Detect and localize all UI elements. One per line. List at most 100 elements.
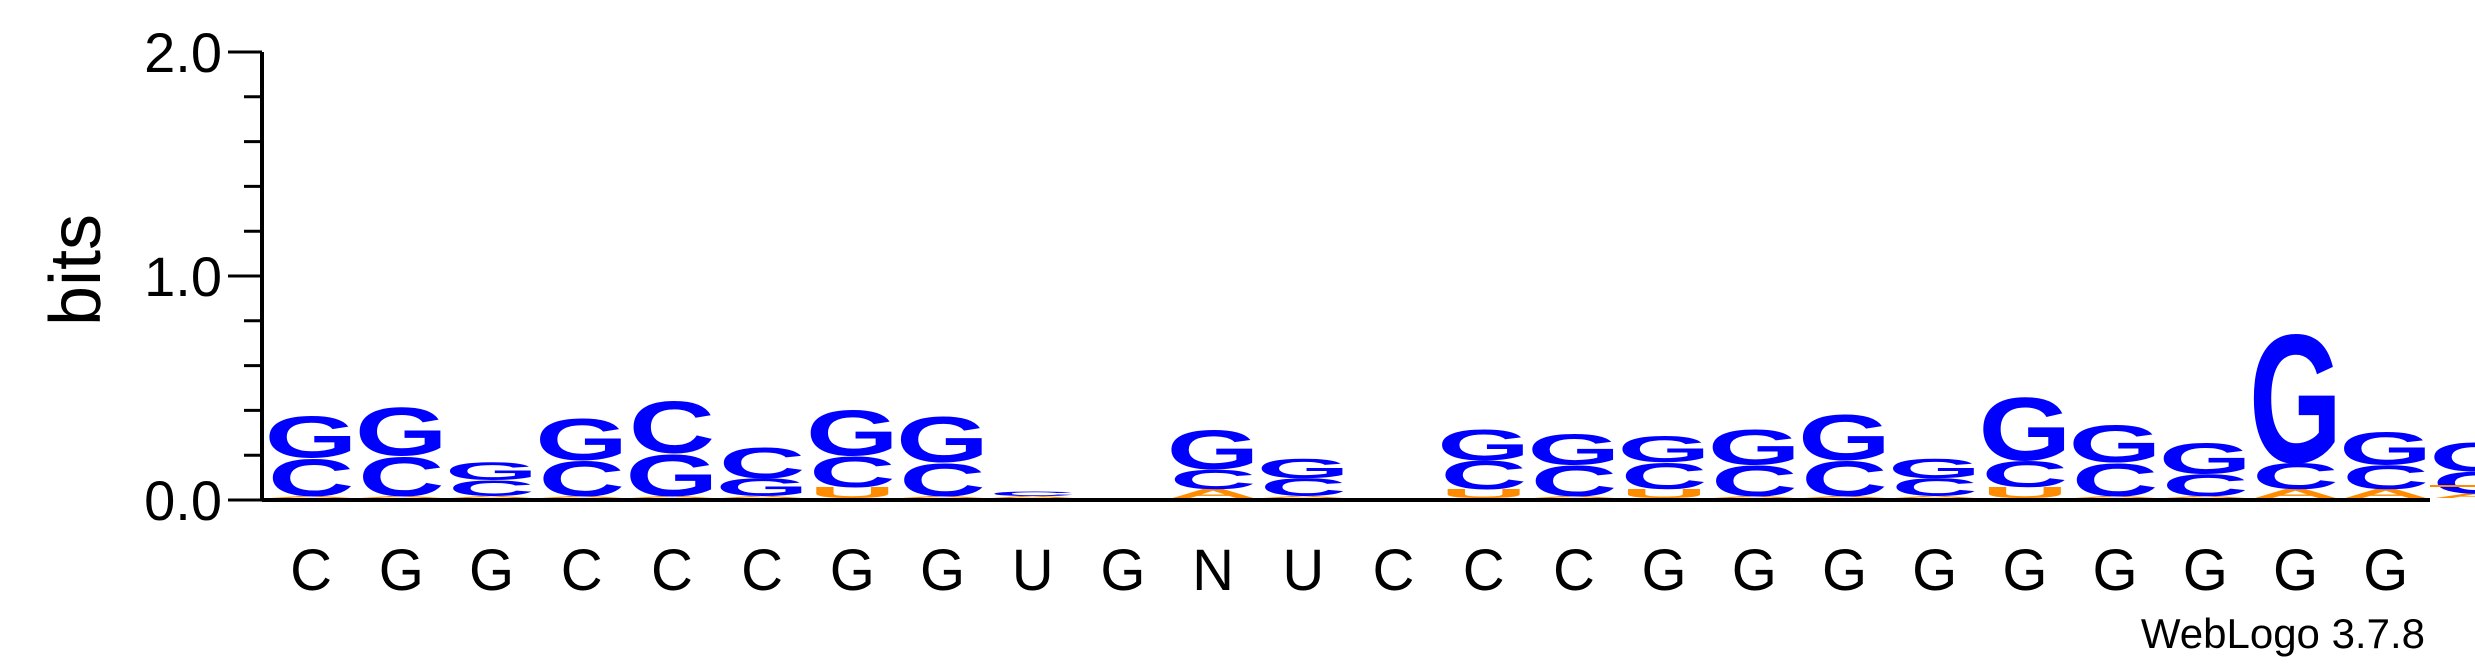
- logo-letter-A: A: [538, 495, 624, 498]
- logo-letter-C: C: [989, 490, 1075, 497]
- logo-letter-U: U: [809, 484, 895, 501]
- logo-stack: UCG: [1437, 421, 1530, 501]
- x-tick-label: G: [2363, 538, 2408, 603]
- y-axis-label: bits: [36, 214, 116, 326]
- logo-letter-C: C: [629, 387, 715, 470]
- logo-stack: ACG: [265, 405, 358, 507]
- logo-letter-C: C: [719, 439, 805, 488]
- logo-letter-A: A: [1801, 495, 1887, 498]
- x-tick-label: G: [1822, 538, 1867, 603]
- logo-letter-G: G: [1888, 453, 1981, 484]
- logo-letter-C: C: [809, 448, 895, 497]
- y-tick-label: 2.0: [144, 21, 222, 84]
- logo-letter-C: C: [1440, 452, 1526, 497]
- logo-letter-A: A: [358, 495, 444, 498]
- logo-letter-C: C: [448, 476, 534, 500]
- x-tick-label: U: [1012, 538, 1054, 603]
- logo-letter-A: A: [448, 495, 534, 498]
- logo-stack: AC: [989, 490, 1075, 499]
- x-tick-label: C: [1463, 538, 1505, 603]
- logo-stack: ACG: [535, 407, 628, 506]
- logo-stack: AGC: [716, 439, 809, 502]
- logo-letter-A: A: [1260, 495, 1346, 498]
- x-tick-label: G: [1732, 538, 1777, 603]
- logo-letter-G: G: [2339, 423, 2432, 475]
- logo-letter-G: G: [2429, 434, 2475, 479]
- logo-letter-A: A: [2252, 487, 2338, 501]
- logo-letter-A: A: [2433, 492, 2475, 499]
- logo-letter-G: G: [1257, 453, 1350, 484]
- logo-letter-G: G: [265, 405, 358, 471]
- logo-letter-A: A: [2072, 495, 2158, 498]
- logo-stack: AGC: [625, 387, 718, 509]
- y-tick-label: 0.0: [144, 469, 222, 532]
- logo-stack: ACG: [1527, 425, 1620, 505]
- logo-stack: ACG: [2159, 434, 2252, 502]
- logo-letter-C: C: [1531, 457, 1617, 506]
- logo-letter-C: C: [358, 445, 444, 508]
- logo-letter-A: A: [629, 495, 715, 498]
- x-tick-label: C: [561, 538, 603, 603]
- logo-letter-C: C: [899, 454, 985, 506]
- logo-letter-G: G: [625, 443, 718, 509]
- logo-letter-C: C: [268, 448, 354, 507]
- logo-letter-C: C: [2433, 465, 2475, 500]
- logo-letter-C: C: [2072, 454, 2158, 506]
- logo-letter-G: G: [1167, 418, 1260, 481]
- logo-letter-C: C: [2162, 468, 2248, 503]
- logo-letter-G: G: [2249, 296, 2342, 501]
- x-tick-label: G: [2093, 538, 2138, 603]
- x-tick-label: C: [290, 538, 332, 603]
- logo-letter-A: A: [268, 495, 354, 498]
- logo-letter-G: G: [535, 407, 628, 473]
- logo-stack: ACG: [2069, 414, 2162, 506]
- x-tick-label: N: [1192, 538, 1234, 603]
- logo-stack: ACG: [2429, 434, 2475, 500]
- logo-stack: ACG: [1708, 420, 1801, 506]
- logo-letter-A: A: [1891, 495, 1977, 498]
- y-axis: 0.0 1.0 2.0: [144, 21, 264, 532]
- logo-letter-U: U: [1440, 487, 1526, 501]
- logo-stack: UCG: [1978, 379, 2071, 501]
- logo-letter-G: G: [1708, 420, 1801, 475]
- logo-letter-G: G: [716, 474, 809, 502]
- logo-letter-C: C: [1891, 474, 1977, 502]
- x-tick-label: G: [379, 538, 424, 603]
- logo-letter-C: C: [1711, 457, 1797, 506]
- logo-letter-G: G: [1978, 379, 2071, 479]
- logo-letter-C: C: [2252, 455, 2338, 497]
- y-tick-label: 1.0: [144, 245, 222, 308]
- logo-letter-A: A: [1170, 487, 1256, 501]
- x-tick-label: G: [830, 538, 875, 603]
- x-tick-label: G: [920, 538, 965, 603]
- x-tick-label: U: [1282, 538, 1324, 603]
- x-tick-label: G: [469, 538, 514, 603]
- logo-stack: ACG: [1798, 402, 1891, 507]
- x-tick-label: C: [651, 538, 693, 603]
- logo-letter-C: C: [2342, 458, 2428, 496]
- logo-letter-A: A: [989, 495, 1075, 498]
- weblogo-credit: WebLogo 3.7.8: [2141, 610, 2425, 657]
- logo-letter-A: A: [2342, 487, 2428, 501]
- logo-letter-C: C: [1801, 451, 1887, 506]
- logo-letter-C: C: [1260, 474, 1346, 502]
- logo-stack: ACG: [1888, 453, 1981, 502]
- logo-letter-G: G: [896, 404, 989, 476]
- logo-letter-A: A: [719, 495, 805, 498]
- logo-letter-C: C: [1621, 455, 1707, 497]
- logo-letter-C: C: [1170, 464, 1256, 495]
- logo-letter-A: A: [899, 495, 985, 498]
- logo-stack: ACG: [355, 394, 448, 508]
- x-tick-label: G: [1912, 538, 1957, 603]
- logo-letter-G: G: [1437, 421, 1530, 470]
- x-tick-label: G: [2002, 538, 2047, 603]
- x-tick-label: C: [1373, 538, 1415, 603]
- logo-letter-A: A: [2162, 495, 2248, 498]
- logo-letter-A: A: [1711, 495, 1797, 498]
- logo-stack: ACG: [2339, 423, 2432, 501]
- logo-letter-G: G: [806, 397, 899, 469]
- x-tick-label: G: [2183, 538, 2228, 603]
